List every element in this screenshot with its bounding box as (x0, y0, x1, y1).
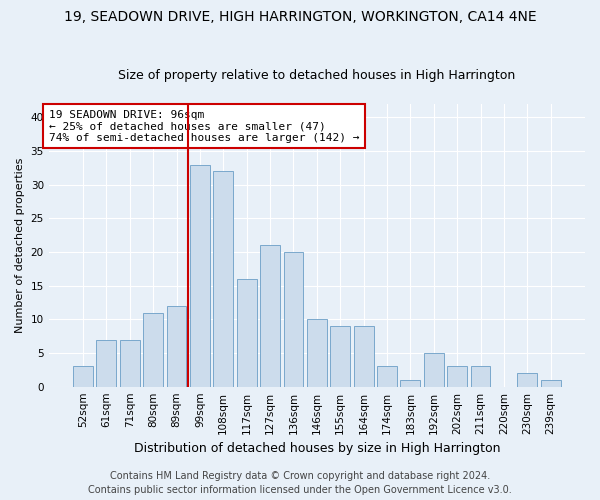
Bar (97, 340, 116, 386)
Bar (73, 366, 93, 386)
Bar (143, 312, 163, 386)
Bar (120, 340, 140, 386)
Bar (307, 320, 327, 386)
Text: Contains HM Land Registry data © Crown copyright and database right 2024.
Contai: Contains HM Land Registry data © Crown c… (88, 471, 512, 495)
Bar (400, 380, 421, 386)
Y-axis label: Number of detached properties: Number of detached properties (15, 158, 25, 333)
Title: Size of property relative to detached houses in High Harrington: Size of property relative to detached ho… (118, 69, 515, 82)
Bar (237, 279, 257, 386)
Bar (260, 246, 280, 386)
Bar (190, 164, 210, 386)
Bar (353, 326, 374, 386)
Bar (447, 366, 467, 386)
Bar (424, 353, 443, 386)
Bar (377, 366, 397, 386)
Bar (214, 172, 233, 386)
Bar (470, 366, 490, 386)
Bar (517, 373, 537, 386)
Text: 19 SEADOWN DRIVE: 96sqm
← 25% of detached houses are smaller (47)
74% of semi-de: 19 SEADOWN DRIVE: 96sqm ← 25% of detache… (49, 110, 359, 143)
Text: 19, SEADOWN DRIVE, HIGH HARRINGTON, WORKINGTON, CA14 4NE: 19, SEADOWN DRIVE, HIGH HARRINGTON, WORK… (64, 10, 536, 24)
Bar (330, 326, 350, 386)
Bar (284, 252, 304, 386)
Bar (167, 306, 187, 386)
X-axis label: Distribution of detached houses by size in High Harrington: Distribution of detached houses by size … (134, 442, 500, 455)
Bar (541, 380, 560, 386)
